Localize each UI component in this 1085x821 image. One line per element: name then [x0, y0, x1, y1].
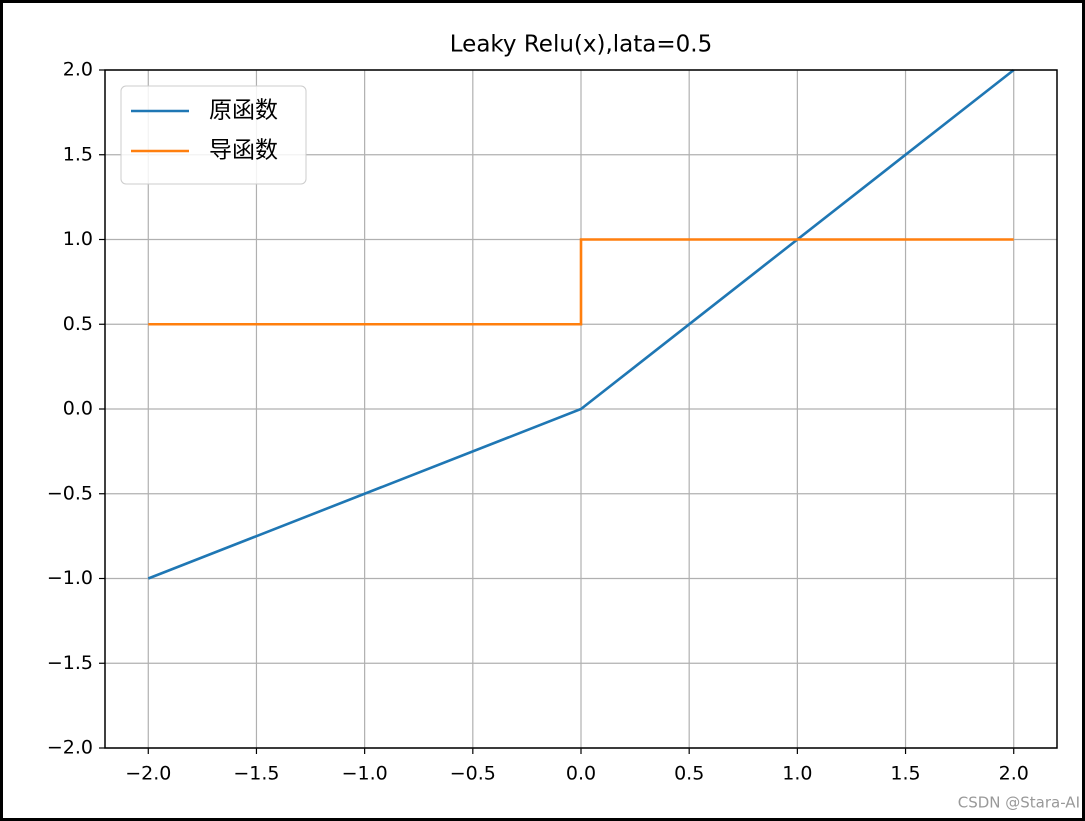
- x-tick-label: 2.0: [999, 763, 1029, 785]
- y-tick-label: 0.5: [63, 313, 93, 335]
- y-tick-label: 2.0: [63, 59, 93, 81]
- y-tick-label: 0.0: [63, 398, 93, 420]
- legend-label: 导函数: [209, 138, 278, 164]
- chart-title: Leaky Relu(x),lata=0.5: [450, 32, 712, 58]
- line: [148, 238, 1014, 326]
- y-tick-label: −1.0: [47, 567, 93, 589]
- y-tick-label: −0.5: [47, 482, 93, 504]
- x-tick-label: −0.5: [450, 763, 496, 785]
- x-tick-label: −1.5: [233, 763, 279, 785]
- y-tick-label: 1.0: [63, 228, 93, 250]
- x-tick-label: −2.0: [125, 763, 171, 785]
- x-tick-label: 0.0: [566, 763, 596, 785]
- y-tick-label: −2.0: [47, 737, 93, 759]
- watermark: CSDN @Stara-AI: [958, 794, 1080, 812]
- legend-label: 原函数: [209, 98, 278, 124]
- line: [147, 68, 1015, 580]
- x-tick-label: 0.5: [674, 763, 704, 785]
- x-tick-label: 1.5: [890, 763, 920, 785]
- axes-frame: [104, 69, 1058, 749]
- y-tick-label: 1.5: [63, 143, 93, 165]
- y-tick-label: −1.5: [47, 652, 93, 674]
- x-tick-label: −1.0: [342, 763, 388, 785]
- x-tick-label: 1.0: [782, 763, 812, 785]
